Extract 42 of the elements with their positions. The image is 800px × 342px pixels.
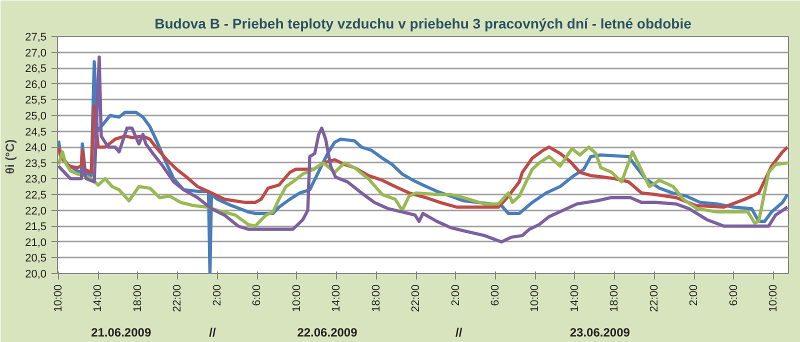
y-tick-label: 21,0 (25, 236, 47, 249)
x-tick-label: 2:00 (211, 284, 224, 306)
x-tick-label: 10:00 (290, 284, 303, 312)
x-tick-label: 14:00 (568, 284, 581, 312)
y-tick-label: 22,5 (25, 190, 47, 202)
y-axis-title: θi (°C) (3, 139, 18, 174)
y-tick-label: 24,0 (25, 142, 47, 154)
text: 22.06.2009 (297, 326, 358, 340)
x-tick-label: 6:00 (490, 284, 502, 306)
y-tick-label: 20,0 (25, 268, 47, 280)
text: // (209, 326, 216, 340)
x-tick-label: 18:00 (608, 284, 621, 312)
x-tick-label: 2:00 (450, 284, 462, 306)
x-tick-label: 18:00 (370, 284, 382, 312)
y-tick-label: 20,5 (25, 252, 47, 265)
x-tick-label: 10:00 (768, 284, 780, 312)
x-tick-label: 14:00 (330, 284, 343, 312)
y-tick-label: 27,5 (25, 32, 47, 44)
y-tick-label: 22,0 (25, 205, 47, 218)
x-tick-label: 10:00 (529, 284, 542, 312)
text: 21.06.2009 (91, 326, 152, 340)
x-tick-label: 6:00 (251, 284, 264, 306)
y-tick-label: 25,5 (25, 94, 47, 107)
x-tick-label: 10:00 (52, 284, 64, 312)
x-tick-label: 14:00 (92, 284, 104, 312)
x-tick-label: 2:00 (688, 284, 700, 306)
y-tick-label: 26,0 (25, 78, 47, 91)
x-tick-label: 22:00 (410, 284, 422, 312)
text: 23.06.2009 (570, 326, 630, 340)
y-tick-label: 21,5 (25, 221, 47, 234)
text: // (455, 326, 463, 340)
y-tick-label: 27,0 (25, 47, 47, 60)
y-tick-label: 25,0 (25, 110, 47, 122)
chart-title: Budova B - Priebeh teploty vzduchu v priebehu 3 pracovných dní - letné obdobie (154, 16, 692, 32)
x-tick-label: 18:00 (132, 284, 144, 312)
y-tick-label: 26,5 (25, 63, 47, 76)
y-tick-label: 24,5 (25, 126, 47, 138)
x-tick-label: 22:00 (648, 284, 660, 312)
y-tick-label: 23,5 (25, 158, 47, 170)
y-tick-label: 23,0 (25, 174, 47, 186)
x-tick-label: 22:00 (172, 284, 184, 312)
x-tick-label: 6:00 (728, 284, 740, 306)
